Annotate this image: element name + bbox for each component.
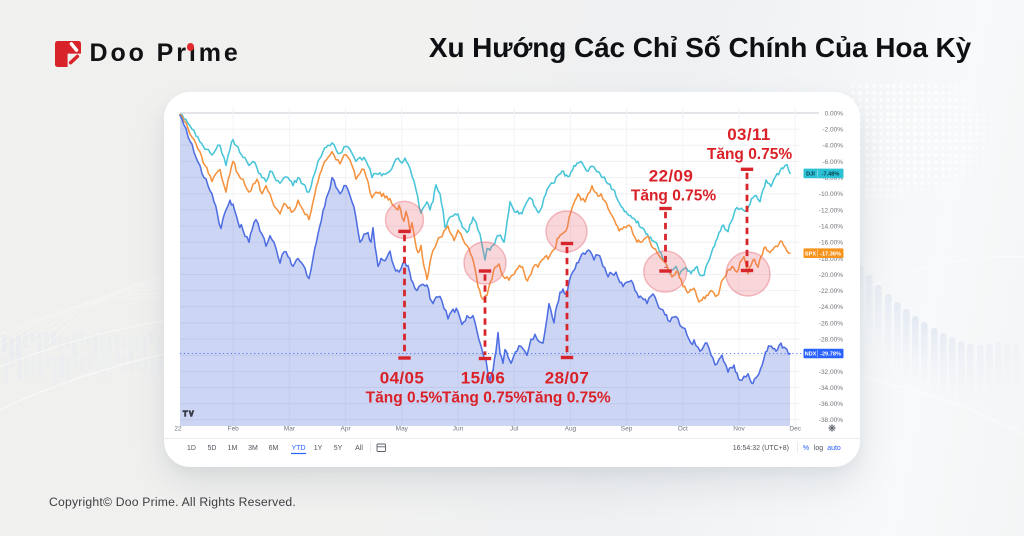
svg-text:-32.00%: -32.00% bbox=[819, 369, 843, 376]
svg-text:0.00%: 0.00% bbox=[825, 110, 844, 117]
svg-text:22: 22 bbox=[174, 426, 182, 433]
svg-text:YTD: YTD bbox=[292, 445, 306, 452]
svg-text:%: % bbox=[803, 445, 809, 452]
svg-text:Jul: Jul bbox=[510, 426, 519, 433]
svg-text:-38.00%: -38.00% bbox=[819, 417, 843, 424]
svg-text:-24.00%: -24.00% bbox=[819, 304, 843, 311]
svg-text:15/06: 15/06 bbox=[461, 369, 506, 388]
svg-text:Tăng 0.5%: Tăng 0.5% bbox=[366, 389, 443, 406]
svg-text:-17.36%: -17.36% bbox=[820, 251, 841, 257]
svg-text:Apr: Apr bbox=[341, 426, 352, 433]
svg-text:-14.00%: -14.00% bbox=[819, 223, 843, 230]
svg-text:-28.00%: -28.00% bbox=[819, 337, 843, 344]
svg-text:Jun: Jun bbox=[453, 426, 464, 433]
svg-text:Dec: Dec bbox=[789, 426, 801, 433]
svg-text:-29.78%: -29.78% bbox=[820, 352, 841, 358]
svg-text:Aug: Aug bbox=[565, 426, 577, 433]
svg-text:-8.00%: -8.00% bbox=[822, 175, 843, 182]
svg-text:-12.00%: -12.00% bbox=[819, 207, 843, 214]
svg-text:All: All bbox=[355, 445, 363, 452]
svg-text:28/07: 28/07 bbox=[545, 369, 590, 388]
svg-text:Tăng 0.75%: Tăng 0.75% bbox=[631, 188, 716, 205]
svg-text:-26.00%: -26.00% bbox=[819, 320, 843, 327]
svg-text:Feb: Feb bbox=[228, 426, 240, 433]
svg-text:03/11: 03/11 bbox=[727, 125, 771, 144]
svg-text:3M: 3M bbox=[248, 445, 258, 452]
svg-text:-36.00%: -36.00% bbox=[819, 401, 843, 408]
svg-text:-2.00%: -2.00% bbox=[822, 127, 843, 134]
svg-text:auto: auto bbox=[827, 445, 841, 452]
svg-text:-22.00%: -22.00% bbox=[819, 288, 843, 295]
svg-text:-18.00%: -18.00% bbox=[819, 256, 843, 263]
svg-text:5Y: 5Y bbox=[334, 445, 343, 452]
svg-text:May: May bbox=[396, 426, 409, 433]
svg-text:SPX: SPX bbox=[805, 251, 816, 257]
svg-text:Nov: Nov bbox=[733, 426, 745, 433]
svg-text:Mar: Mar bbox=[284, 426, 296, 433]
svg-text:04/05: 04/05 bbox=[380, 369, 425, 388]
svg-text:16:54:32 (UTC+8): 16:54:32 (UTC+8) bbox=[733, 445, 789, 452]
svg-text:-7.48%: -7.48% bbox=[822, 172, 840, 178]
svg-text:5D: 5D bbox=[208, 445, 217, 452]
svg-text:NDX: NDX bbox=[805, 352, 817, 358]
svg-text:-34.00%: -34.00% bbox=[819, 385, 843, 392]
svg-text:6M: 6M bbox=[269, 445, 279, 452]
svg-text:-20.00%: -20.00% bbox=[819, 272, 843, 279]
svg-text:Oct: Oct bbox=[678, 426, 688, 433]
svg-text:1Y: 1Y bbox=[314, 445, 323, 452]
svg-text:Tăng 0.75%: Tăng 0.75% bbox=[525, 389, 610, 406]
svg-text:log: log bbox=[814, 445, 823, 452]
svg-text:1D: 1D bbox=[187, 445, 196, 452]
svg-text:DJI: DJI bbox=[806, 172, 815, 178]
svg-text:22/09: 22/09 bbox=[649, 167, 694, 186]
svg-text:Tăng 0.75%: Tăng 0.75% bbox=[442, 389, 527, 406]
svg-text:1M: 1M bbox=[228, 445, 238, 452]
svg-text:-6.00%: -6.00% bbox=[822, 159, 843, 166]
svg-text:-16.00%: -16.00% bbox=[819, 240, 843, 247]
svg-text:Tăng 0.75%: Tăng 0.75% bbox=[707, 146, 792, 163]
svg-text:-10.00%: -10.00% bbox=[819, 191, 843, 198]
svg-text:Sep: Sep bbox=[621, 426, 633, 433]
svg-text:-4.00%: -4.00% bbox=[822, 143, 843, 150]
